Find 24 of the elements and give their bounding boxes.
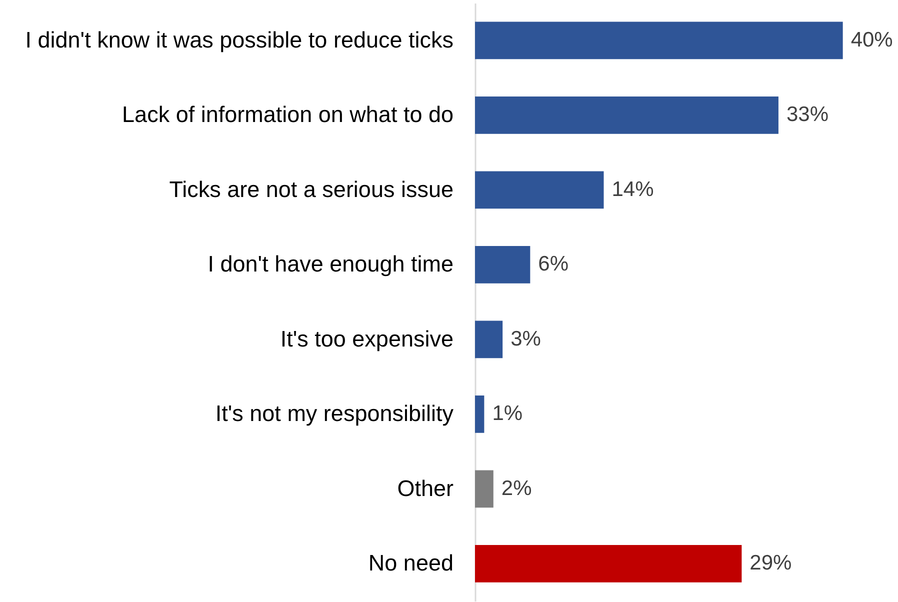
y-tick-label: Other [397,476,454,501]
data-label: 40% [850,28,893,52]
bar [475,96,778,134]
data-label: 2% [501,476,532,500]
data-label: 3% [510,327,541,350]
bar [475,246,530,284]
data-label: 29% [750,552,792,575]
bar [475,320,503,358]
y-tick-label: I didn't know it was possible to reduce ticks [25,27,454,52]
data-label: 6% [538,252,569,276]
data-label: 1% [492,402,523,426]
y-tick-label: Ticks are not a serious issue [169,176,454,202]
y-tick-label: I don't have enough time [208,252,454,277]
y-tick-label: Lack of information on what to do [122,102,454,128]
bar [475,171,604,209]
bar [475,395,484,433]
data-label: 33% [786,103,828,126]
y-tick-label: It's not my responsibility [215,401,454,426]
data-label: 14% [612,178,654,201]
y-tick-label: No need [368,550,454,576]
bar [475,470,494,508]
bar [475,544,742,582]
bar [475,22,843,60]
y-tick-label: It's too expensive [280,326,454,352]
